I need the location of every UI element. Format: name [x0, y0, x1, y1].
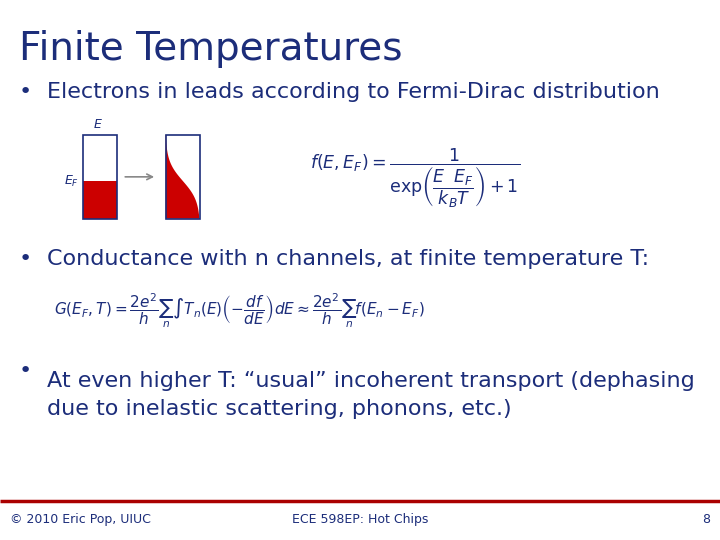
Text: © 2010 Eric Pop, UIUC: © 2010 Eric Pop, UIUC [10, 513, 151, 526]
Bar [83, 135, 117, 219]
Text: •: • [19, 82, 32, 102]
Text: 8: 8 [702, 513, 710, 526]
Bar [83, 181, 117, 219]
Polygon shape [166, 135, 200, 219]
Bar [166, 135, 200, 219]
Text: ECE 598EP: Hot Chips: ECE 598EP: Hot Chips [292, 513, 428, 526]
Text: •: • [19, 361, 32, 381]
Text: •: • [19, 249, 32, 269]
Text: Conductance with n channels, at finite temperature T:: Conductance with n channels, at finite t… [47, 249, 649, 269]
Text: $E$: $E$ [94, 118, 103, 131]
Text: $f(E, E_F) = \dfrac{1}{\exp\!\left(\dfrac{E\;\;E_F}{k_B T}\right) + 1}$: $f(E, E_F) = \dfrac{1}{\exp\!\left(\dfra… [310, 147, 520, 210]
Text: At even higher T: “usual” incoherent transport (dephasing
due to inelastic scatt: At even higher T: “usual” incoherent tra… [47, 371, 695, 419]
Text: $E_F$: $E_F$ [64, 173, 79, 188]
Text: Finite Temperatures: Finite Temperatures [19, 30, 402, 68]
Text: Electrons in leads according to Fermi-Dirac distribution: Electrons in leads according to Fermi-Di… [47, 82, 660, 102]
Text: $G(E_F, T) = \dfrac{2e^2}{h} \sum_n \int T_n(E) \left(-\dfrac{df}{dE}\right) dE : $G(E_F, T) = \dfrac{2e^2}{h} \sum_n \int… [54, 291, 425, 330]
